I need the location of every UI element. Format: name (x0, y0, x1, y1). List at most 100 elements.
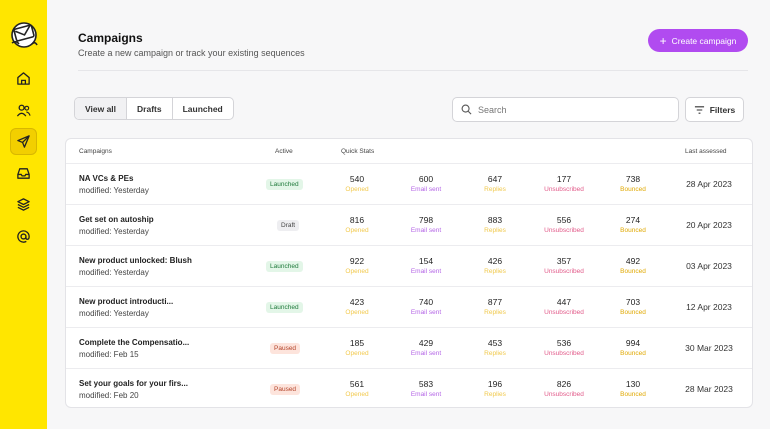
stat-sent-label: Email sent (410, 268, 442, 275)
stat-sent-label: Email sent (410, 391, 442, 398)
status-badge: Paused (270, 343, 301, 354)
stat-opened-label: Opened (345, 350, 369, 357)
stat-opened-label: Opened (345, 227, 369, 234)
stat-sent-value: 583 (418, 379, 434, 389)
stat-sent: 600 Email sent (391, 174, 461, 193)
stat-replies-label: Replies (484, 391, 506, 398)
table-row[interactable]: Complete the Compensatio... modified: Feb… (66, 328, 752, 369)
stat-bounced-value: 738 (625, 174, 641, 184)
nav-campaigns[interactable] (10, 128, 37, 155)
plus-icon: + (659, 33, 667, 48)
stat-unsubscribed-label: Unsubscribed (544, 268, 584, 275)
stat-unsubscribed-label: Unsubscribed (544, 350, 584, 357)
campaign-name[interactable]: NA VCs & PEs (79, 174, 134, 183)
stat-bounced-label: Bounced (620, 227, 646, 234)
stat-opened-label: Opened (345, 391, 369, 398)
nav-home[interactable] (10, 65, 37, 92)
filters-button[interactable]: Filters (685, 97, 744, 122)
logo-mail-icon[interactable] (8, 18, 40, 50)
campaign-modified: modified: Yesterday (79, 268, 149, 277)
campaign-name[interactable]: Set your goals for your firs... (79, 379, 188, 388)
stat-bounced-label: Bounced (620, 309, 646, 316)
stat-bounced-value: 130 (625, 379, 641, 389)
status-badge: Launched (266, 302, 303, 313)
search-box[interactable] (452, 97, 679, 122)
stat-bounced-value: 994 (625, 338, 641, 348)
stat-sent-value: 798 (418, 215, 434, 225)
campaign-name[interactable]: Complete the Compensatio... (79, 338, 190, 347)
table-header: Campaigns Active Quick Stats Last assess… (66, 139, 752, 164)
stat-replies-value: 883 (487, 215, 503, 225)
campaign-name[interactable]: New product unlocked: Blush (79, 256, 192, 265)
tab-view-all[interactable]: View all (75, 98, 128, 119)
stat-unsubscribed-value: 357 (556, 256, 572, 266)
stat-unsubscribed-value: 536 (556, 338, 572, 348)
tab-launched[interactable]: Launched (182, 103, 223, 114)
table-row[interactable]: Get set on autoship modified: Yesterday Dr… (66, 205, 752, 246)
nav-at-sign[interactable] (10, 223, 37, 250)
search-input[interactable] (478, 104, 668, 115)
table-row[interactable]: NA VCs & PEs modified: Yesterday Launched 5… (66, 164, 752, 205)
stat-bounced-label: Bounced (620, 350, 646, 357)
stat-replies: 877 Replies (460, 297, 530, 316)
stat-bounced-label: Bounced (620, 391, 646, 398)
main-content: Campaigns Create a new campaign or track… (47, 0, 770, 429)
nav-inbox[interactable] (10, 160, 37, 187)
home-icon (17, 72, 30, 85)
last-assessed-date: 20 Apr 2023 (686, 220, 732, 230)
table-row[interactable]: Set your goals for your firs... modified:… (66, 369, 752, 410)
stat-unsubscribed-value: 826 (556, 379, 572, 389)
stat-opened-value: 540 (349, 174, 365, 184)
stat-unsubscribed-label: Unsubscribed (544, 391, 584, 398)
stat-bounced-value: 492 (625, 256, 641, 266)
table-row[interactable]: New product introducti... modified: Yeste… (66, 287, 752, 328)
at-sign-icon (17, 230, 30, 243)
stat-sent: 798 Email sent (391, 215, 461, 234)
layers-icon (17, 198, 30, 211)
users-icon (16, 104, 31, 117)
campaign-modified: modified: Yesterday (79, 186, 149, 195)
create-campaign-button[interactable]: + Create campaign (648, 29, 748, 52)
stat-bounced: 130 Bounced (598, 379, 668, 398)
stat-opened: 185 Opened (322, 338, 392, 357)
nav-layers[interactable] (10, 191, 37, 218)
stat-unsubscribed-value: 447 (556, 297, 572, 307)
last-assessed-date: 28 Apr 2023 (686, 179, 732, 189)
filter-icon (694, 105, 704, 114)
page-subtitle: Create a new campaign or track your exis… (78, 48, 305, 58)
header-last-assessed: Last assessed (685, 148, 727, 155)
stat-replies-label: Replies (484, 309, 506, 316)
status-badge: Paused (270, 384, 301, 395)
status-badge: Launched (266, 179, 303, 190)
last-assessed-date: 03 Apr 2023 (686, 261, 732, 271)
stat-bounced: 703 Bounced (598, 297, 668, 316)
last-assessed-date: 30 Mar 2023 (685, 343, 733, 353)
stat-bounced-value: 703 (625, 297, 641, 307)
stat-bounced-label: Bounced (620, 268, 646, 275)
header-campaigns: Campaigns (79, 148, 112, 155)
status-badge: Draft (277, 220, 300, 231)
header-active: Active (275, 148, 293, 155)
campaign-name[interactable]: New product introducti... (79, 297, 174, 306)
filter-tabs: View all Drafts Launched (74, 97, 234, 120)
stat-sent: 583 Email sent (391, 379, 461, 398)
stat-sent-value: 429 (418, 338, 434, 348)
stat-replies-label: Replies (484, 268, 506, 275)
stat-opened: 816 Opened (322, 215, 392, 234)
table-row[interactable]: New product unlocked: Blush modified: Yes… (66, 246, 752, 287)
stat-sent-value: 154 (418, 256, 434, 266)
stat-sent-value: 740 (418, 297, 434, 307)
stat-replies-value: 196 (487, 379, 503, 389)
campaign-modified: modified: Feb 15 (79, 350, 139, 359)
stat-opened: 423 Opened (322, 297, 392, 316)
stat-unsubscribed-value: 556 (556, 215, 572, 225)
send-icon (17, 135, 30, 148)
stat-opened-label: Opened (345, 268, 369, 275)
stat-replies: 196 Replies (460, 379, 530, 398)
stat-replies-label: Replies (484, 350, 506, 357)
stat-replies-value: 426 (487, 256, 503, 266)
tab-drafts[interactable]: Drafts (127, 98, 173, 119)
campaign-name[interactable]: Get set on autoship (79, 215, 154, 224)
nav-users[interactable] (10, 97, 37, 124)
stat-bounced: 274 Bounced (598, 215, 668, 234)
